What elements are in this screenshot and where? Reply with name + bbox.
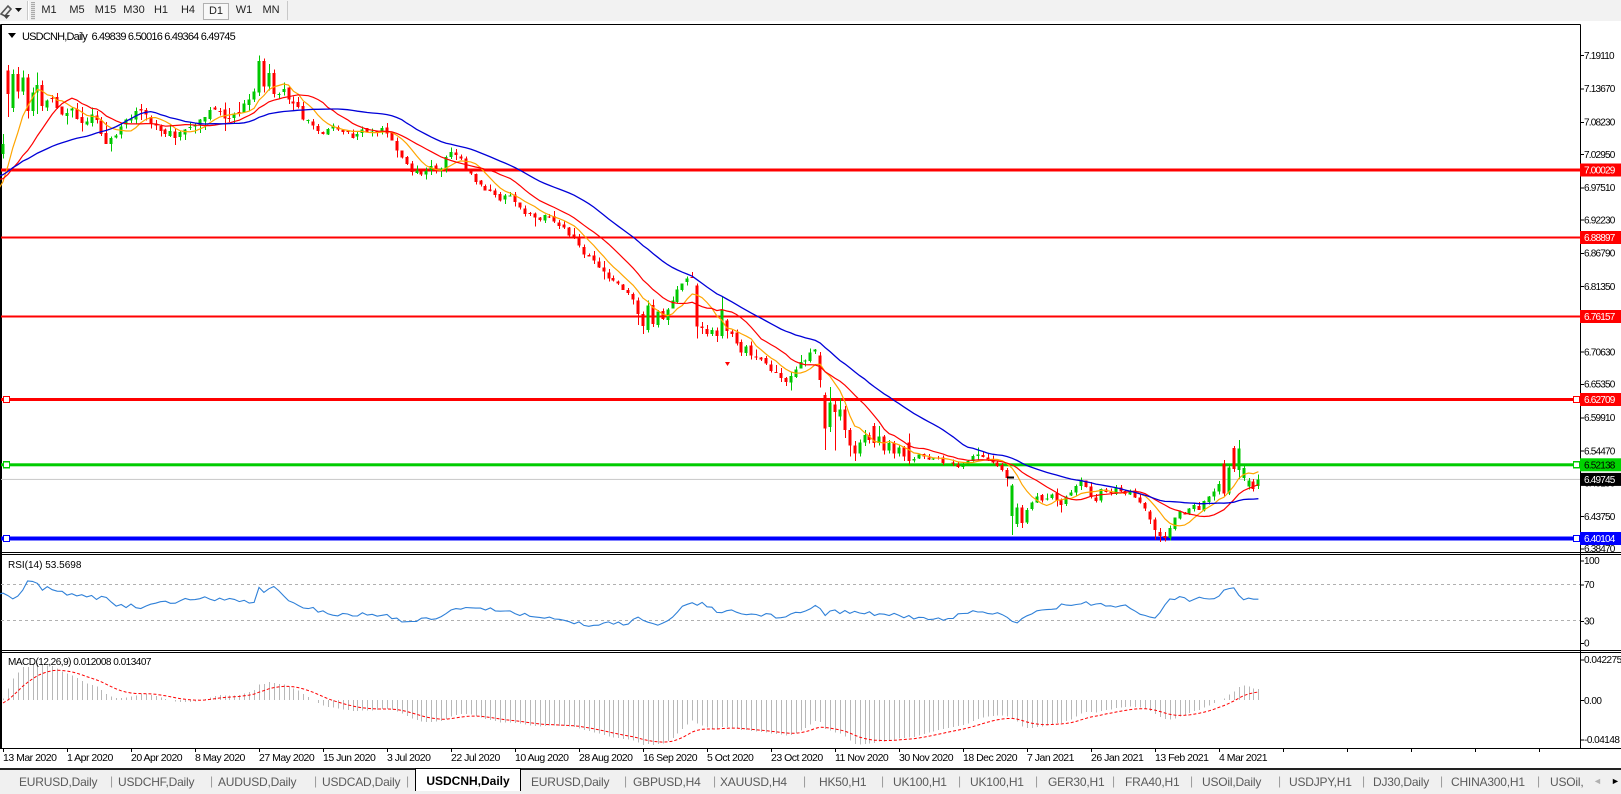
svg-text:13 Feb 2021: 13 Feb 2021 — [1155, 752, 1209, 764]
svg-text:0.00: 0.00 — [1584, 696, 1602, 707]
svg-text:6.76157: 6.76157 — [1584, 312, 1616, 323]
svg-text:6.43750: 6.43750 — [1584, 512, 1616, 523]
svg-text:16 Sep 2020: 16 Sep 2020 — [643, 752, 698, 764]
svg-text:5 Oct 2020: 5 Oct 2020 — [707, 752, 754, 764]
svg-text:26 Jan 2021: 26 Jan 2021 — [1091, 752, 1144, 764]
svg-text:18 Dec 2020: 18 Dec 2020 — [963, 752, 1018, 764]
svg-text:6.88897: 6.88897 — [1584, 233, 1616, 244]
svg-text:6.97510: 6.97510 — [1584, 183, 1616, 194]
svg-text:7.19110: 7.19110 — [1584, 51, 1615, 62]
svg-text:7.13670: 7.13670 — [1584, 84, 1616, 95]
svg-text:6.86790: 6.86790 — [1584, 249, 1616, 260]
svg-text:23 Oct 2020: 23 Oct 2020 — [771, 752, 823, 764]
svg-text:6.59910: 6.59910 — [1584, 413, 1616, 424]
svg-text:10 Aug 2020: 10 Aug 2020 — [515, 752, 569, 764]
svg-text:4 Mar 2021: 4 Mar 2021 — [1219, 752, 1268, 764]
svg-text:6.52138: 6.52138 — [1584, 461, 1616, 472]
svg-text:6.92230: 6.92230 — [1584, 215, 1616, 226]
svg-text:8 May 2020: 8 May 2020 — [195, 752, 246, 764]
svg-text:7 Jan 2021: 7 Jan 2021 — [1027, 752, 1075, 764]
svg-text:0: 0 — [1584, 639, 1590, 650]
svg-text:30: 30 — [1584, 617, 1595, 628]
svg-text:-0.04148: -0.04148 — [1584, 735, 1620, 746]
svg-text:6.81350: 6.81350 — [1584, 282, 1616, 293]
svg-text:3 Jul 2020: 3 Jul 2020 — [387, 752, 431, 764]
svg-text:28 Aug 2020: 28 Aug 2020 — [579, 752, 633, 764]
svg-text:6.49745: 6.49745 — [1584, 475, 1616, 486]
svg-text:6.40104: 6.40104 — [1584, 534, 1616, 545]
svg-text:30 Nov 2020: 30 Nov 2020 — [899, 752, 954, 764]
svg-text:USDCNH,Daily 6.49839 6.50016: USDCNH,Daily 6.49839 6.50016 6.49364 6.4… — [22, 31, 236, 43]
svg-text:6.38470: 6.38470 — [1584, 544, 1616, 555]
svg-text:100: 100 — [1584, 556, 1600, 567]
svg-text:7.08230: 7.08230 — [1584, 118, 1616, 129]
svg-text:0.042275: 0.042275 — [1584, 655, 1621, 666]
svg-text:70: 70 — [1584, 580, 1595, 591]
svg-text:6.62709: 6.62709 — [1584, 395, 1616, 406]
svg-text:6.70630: 6.70630 — [1584, 347, 1616, 358]
svg-text:22 Jul 2020: 22 Jul 2020 — [451, 752, 500, 764]
svg-text:1 Apr 2020: 1 Apr 2020 — [67, 752, 113, 764]
svg-text:6.54470: 6.54470 — [1584, 446, 1616, 457]
svg-text:6.65350: 6.65350 — [1584, 380, 1616, 391]
svg-text:27 May 2020: 27 May 2020 — [259, 752, 315, 764]
svg-text:11 Nov 2020: 11 Nov 2020 — [835, 752, 889, 764]
svg-text:20 Apr 2020: 20 Apr 2020 — [131, 752, 183, 764]
svg-text:13 Mar 2020: 13 Mar 2020 — [3, 752, 57, 764]
svg-text:RSI(14) 53.5698: RSI(14) 53.5698 — [8, 560, 82, 571]
svg-text:MACD(12,26,9) 0.012008 0.01340: MACD(12,26,9) 0.012008 0.013407 — [8, 657, 152, 668]
svg-text:7.00029: 7.00029 — [1584, 166, 1616, 177]
svg-text:7.02950: 7.02950 — [1584, 150, 1616, 161]
svg-text:15 Jun 2020: 15 Jun 2020 — [323, 752, 376, 764]
